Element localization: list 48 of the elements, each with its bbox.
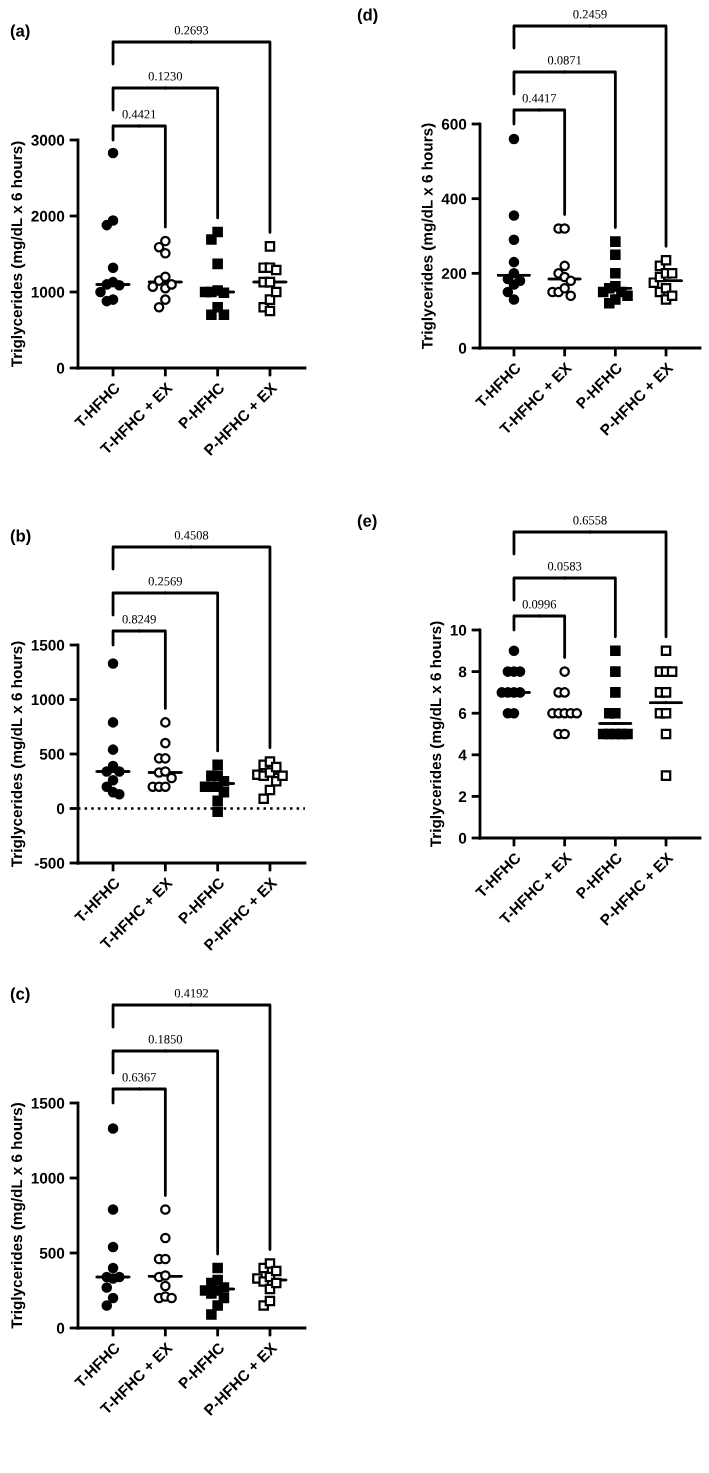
y-tick-label: 400: [441, 193, 467, 205]
text: 0.0996: [522, 600, 557, 609]
y-tick-label: 2: [458, 791, 467, 802]
y-axis-title: Triglycerides (mg/dL x 6 hours): [429, 621, 445, 848]
chart-title: (b): [10, 529, 31, 545]
y-tick-label: 10: [450, 624, 467, 636]
text: 0.4421: [122, 110, 156, 119]
y-axis-title: Triglycerides (mg/dL x 6 hours): [10, 141, 26, 368]
text: 0.4417: [522, 94, 557, 103]
y-tick-label: 600: [441, 118, 467, 130]
y-tick-label: 0: [458, 342, 467, 354]
chart-title: (c): [10, 987, 30, 1003]
text: 0.1230: [148, 72, 183, 81]
y-axis-title: Triglycerides (mg/dL x 6 hours): [421, 123, 436, 350]
y-tick-label: 0: [56, 1322, 65, 1334]
chart-title: (e): [357, 514, 377, 530]
text: 0.4508: [174, 531, 209, 540]
y-tick-label: 500: [39, 1247, 65, 1259]
y-tick-label: 200: [441, 268, 467, 280]
y-tick-label: 2000: [31, 210, 65, 222]
y-tick-label: 500: [39, 748, 65, 760]
y-tick-label: 1500: [31, 639, 65, 651]
y-tick-label: 8: [458, 666, 467, 678]
text: 0.1850: [148, 1035, 183, 1044]
y-tick-label: 0: [458, 832, 467, 844]
y-tick-label: -500: [34, 857, 65, 869]
y-axis-title: Triglycerides (mg/dL x 6 hours): [10, 641, 26, 868]
y-tick-label: 3000: [31, 134, 65, 146]
text: 0.6558: [573, 516, 607, 525]
y-tick-label: 0: [56, 362, 65, 374]
text: 0.8249: [122, 615, 156, 624]
text: 0.0583: [547, 562, 582, 571]
chart-title: (a): [10, 24, 30, 40]
text: 0.6367: [122, 1073, 157, 1082]
text: 0.4192: [174, 989, 208, 998]
y-tick-label: 1000: [31, 1172, 65, 1184]
text: 0.0871: [547, 56, 582, 65]
y-tick-label: 1000: [31, 694, 65, 706]
text: 0.2569: [148, 577, 183, 586]
y-tick-label: 0: [56, 803, 65, 815]
chart-title: (d): [357, 8, 378, 24]
y-tick-label: 1000: [31, 286, 65, 298]
text: 0.2693: [174, 26, 209, 35]
y-axis-title: Triglycerides (mg/dL x 6 hours): [10, 1103, 26, 1329]
y-tick-label: 6: [458, 708, 467, 719]
text: 0.2459: [573, 10, 607, 19]
y-tick-label: 4: [458, 749, 467, 761]
y-tick-label: 1500: [31, 1097, 65, 1109]
